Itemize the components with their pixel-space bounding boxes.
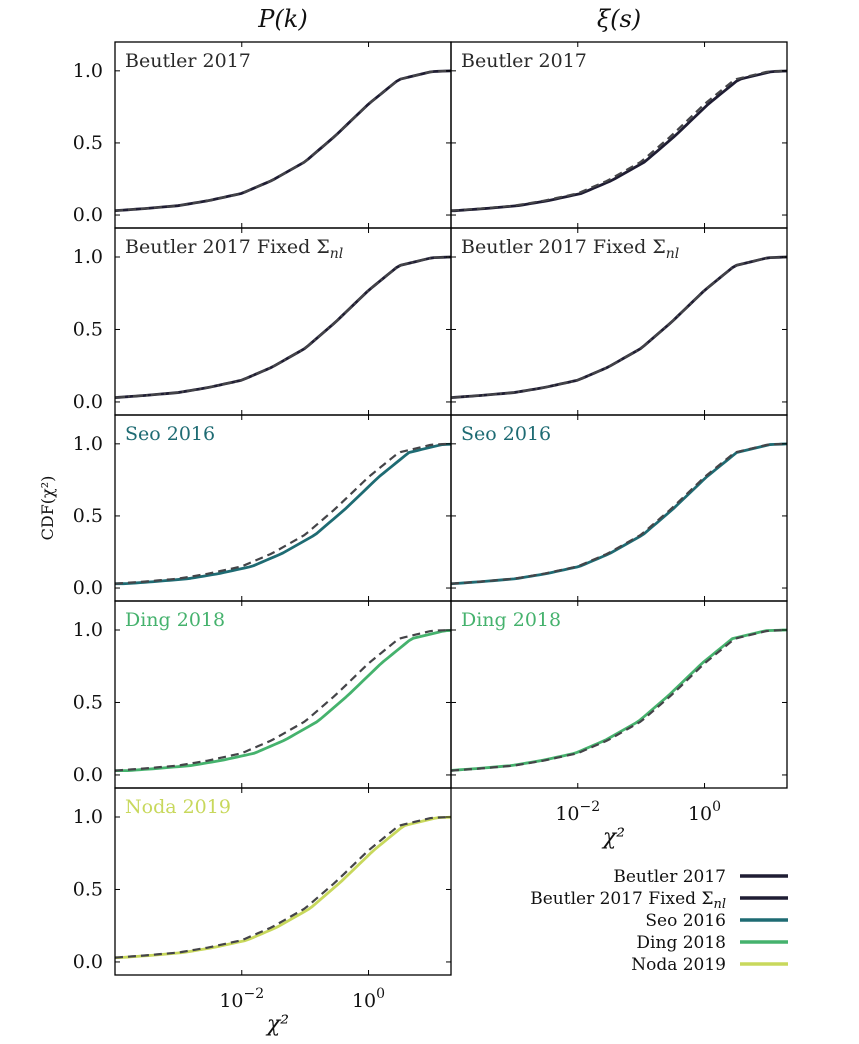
panel-label: Beutler 2017 Fixed Σnl	[125, 236, 343, 262]
panel-1-1: Beutler 2017 Fixed Σnl	[450, 227, 788, 416]
y-tick-label: 1.0	[73, 619, 103, 641]
panel-label: Ding 2018	[125, 609, 225, 631]
series-line-seo-2016	[451, 442, 787, 586]
column-titles: P(k) ξ(s)	[257, 5, 641, 33]
y-tick-label: 1.0	[73, 806, 103, 828]
y-tick-label: 0.5	[73, 132, 103, 154]
panel-0-0: 0.0 0.5 1.0 Beutler 2017	[73, 41, 452, 229]
x-axis-label: χ²	[265, 1012, 289, 1037]
series-line-beutler-2017	[115, 69, 451, 213]
reference-line-dashed	[451, 69, 787, 212]
panel-frame	[114, 787, 452, 976]
series-line-noda-2019	[115, 815, 451, 959]
column-title-pk: P(k)	[257, 5, 307, 33]
panel-label: Ding 2018	[461, 609, 561, 631]
legend-label: Noda 2019	[631, 955, 726, 975]
y-tick-label: 0.0	[73, 391, 103, 413]
legend-entry-ding-2018: Ding 2018	[636, 933, 788, 953]
reference-line-dashed	[115, 255, 451, 399]
x-tick-label: 10−2	[219, 986, 264, 1012]
legend-entry-noda-2019: Noda 2019	[631, 955, 788, 975]
panel-label: Beutler 2017 Fixed Σnl	[461, 236, 679, 262]
y-tick-label: 1.0	[73, 60, 103, 82]
y-axis-label: CDF(χ²)	[38, 476, 57, 541]
reference-line-dashed	[451, 442, 787, 585]
panel-4-0: 0.0 0.5 1.0 Noda 2019 10−2 100 χ²	[73, 787, 452, 1037]
series-lines	[451, 628, 787, 772]
y-tick-label: 1.0	[73, 433, 103, 455]
panel-label: Seo 2016	[125, 423, 215, 445]
series-line-seo-2016	[115, 442, 451, 586]
reference-line-dashed	[451, 628, 787, 772]
panel-1-0: 0.0 0.5 1.0 Beutler 2017 Fixed Σnl	[73, 227, 452, 416]
y-tick-label: 0.5	[73, 318, 103, 340]
legend-label: Beutler 2017	[613, 867, 726, 887]
panel-frame	[450, 600, 788, 789]
series-lines	[451, 255, 787, 399]
y-tick-label: 0.5	[73, 505, 103, 527]
legend-entry-beutler-2017: Beutler 2017	[613, 867, 788, 887]
column-title-xi: ξ(s)	[597, 5, 641, 33]
x-tick-label: 100	[688, 799, 721, 825]
series-line-beutler-2017-fixed-nl	[115, 255, 451, 399]
y-tick-label: 0.5	[73, 691, 103, 713]
series-lines	[451, 69, 787, 213]
series-line-beutler-2017-fixed-nl	[451, 255, 787, 399]
panel-2-0: 0.0 0.5 1.0 Seo 2016	[73, 414, 452, 602]
reference-line-dashed	[451, 255, 787, 399]
panel-3-0: 0.0 0.5 1.0 Ding 2018	[73, 600, 452, 789]
y-tick-label: 0.0	[73, 951, 103, 973]
series-lines	[115, 628, 451, 772]
panel-label: Noda 2019	[125, 796, 231, 818]
series-lines	[115, 255, 451, 399]
legend-entry-beutler-2017-fixed-nl: Beutler 2017 Fixed Σnl	[530, 889, 788, 912]
x-axis-label: χ²	[601, 825, 625, 850]
series-lines	[115, 815, 451, 959]
y-tick-label: 1.0	[73, 246, 103, 268]
panels: 0.0 0.5 1.0 Beutler 2017 Beutler 2017 0.0 0.5 1…	[73, 41, 788, 1037]
reference-line-dashed	[115, 628, 451, 772]
panel-label: Beutler 2017	[125, 50, 251, 72]
legend-entry-seo-2016: Seo 2016	[645, 911, 788, 931]
panel-3-1: Ding 2018 10−2 100 χ²	[450, 600, 788, 850]
y-tick-label: 0.0	[73, 764, 103, 786]
reference-line-dashed	[115, 442, 451, 585]
x-tick-label: 10−2	[555, 799, 600, 825]
panel-label: Beutler 2017	[461, 50, 587, 72]
series-lines	[115, 442, 451, 586]
legend-label: Ding 2018	[636, 933, 726, 953]
series-lines	[451, 442, 787, 586]
y-tick-label: 0.0	[73, 577, 103, 599]
reference-line-dashed	[115, 815, 451, 959]
panel-label: Seo 2016	[461, 423, 551, 445]
panel-2-1: Seo 2016	[450, 414, 788, 602]
series-line-ding-2018	[451, 628, 787, 772]
x-tick-label: 100	[352, 986, 385, 1012]
series-line-beutler-2017	[451, 69, 787, 213]
legend-label: Seo 2016	[645, 911, 726, 931]
panel-0-1: Beutler 2017	[450, 41, 788, 229]
series-line-ding-2018	[115, 629, 451, 772]
y-tick-label: 0.5	[73, 878, 103, 900]
legend-label: Beutler 2017 Fixed Σnl	[530, 889, 726, 912]
reference-line-dashed	[115, 69, 451, 212]
series-lines	[115, 69, 451, 213]
y-tick-label: 0.0	[73, 204, 103, 226]
